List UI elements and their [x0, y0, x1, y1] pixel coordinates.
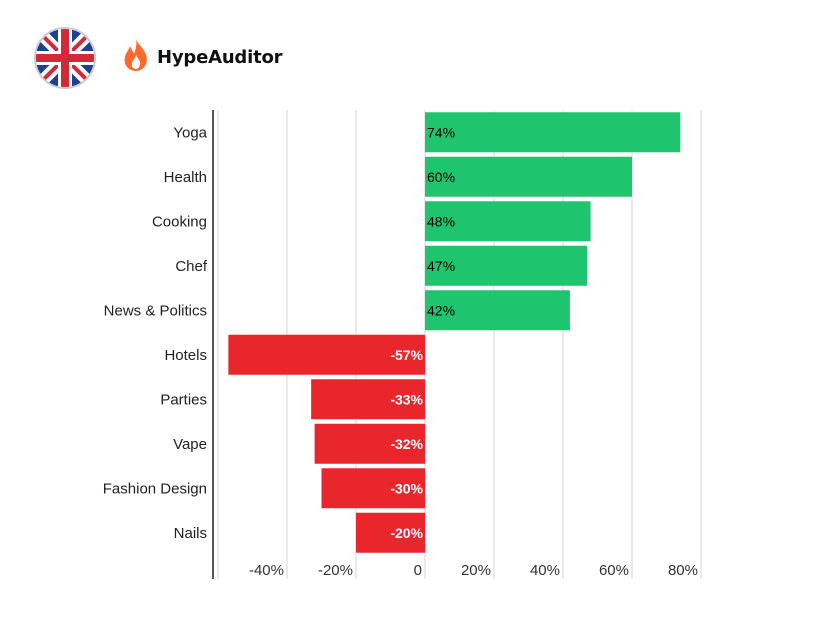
uk-flag-icon: [34, 27, 96, 89]
bar: [228, 334, 425, 375]
bar-value-label: 48%: [427, 213, 455, 229]
category-label: Nails: [174, 525, 207, 542]
bar: [321, 468, 425, 509]
bar-value-label: -33%: [390, 391, 423, 407]
x-axis-tick-labels: -40% -20% 0 20% 40% 60% 80%: [249, 562, 698, 579]
bar: [425, 290, 570, 331]
x-tick-label: 20%: [461, 562, 491, 579]
category-label: Fashion Design: [103, 480, 207, 497]
bar: [356, 512, 425, 553]
category-label: News & Politics: [104, 302, 207, 319]
bar: [425, 245, 588, 286]
bar: [425, 201, 591, 242]
bar-value-label: -32%: [390, 436, 423, 452]
x-tick-label: -20%: [318, 562, 353, 579]
brand-name: HypeAuditor: [157, 47, 283, 68]
category-label: Cooking: [152, 213, 207, 230]
bar-value-label: 74%: [427, 124, 455, 140]
x-tick-label: 0: [414, 562, 422, 579]
bar-value-label: 47%: [427, 258, 455, 274]
bar: [425, 112, 681, 153]
flame-icon: [124, 39, 147, 71]
bar-value-label: 42%: [427, 302, 455, 318]
category-label: Parties: [160, 391, 207, 408]
bar: [314, 423, 425, 464]
category-label: Chef: [175, 258, 208, 275]
bar-value-label: -20%: [390, 525, 423, 541]
x-tick-label: 60%: [599, 562, 629, 579]
bar: [425, 156, 632, 197]
bar-value-label: -57%: [390, 347, 423, 363]
category-label: Health: [164, 169, 207, 186]
category-label: Yoga: [173, 124, 207, 141]
chart-bars: 74% 60% 48% 47% 42% -57% -33% -32% -30% -20%: [228, 112, 681, 553]
bar-value-label: -30%: [390, 480, 423, 496]
bar-value-label: 60%: [427, 169, 455, 185]
x-tick-label: -40%: [249, 562, 284, 579]
x-tick-label: 40%: [530, 562, 560, 579]
category-label: Hotels: [164, 347, 207, 364]
category-labels: Yoga Health Cooking Chef News & Politics Hote…: [103, 124, 208, 542]
bar: [311, 379, 425, 420]
category-label: Vape: [173, 436, 207, 453]
x-tick-label: 80%: [668, 562, 698, 579]
